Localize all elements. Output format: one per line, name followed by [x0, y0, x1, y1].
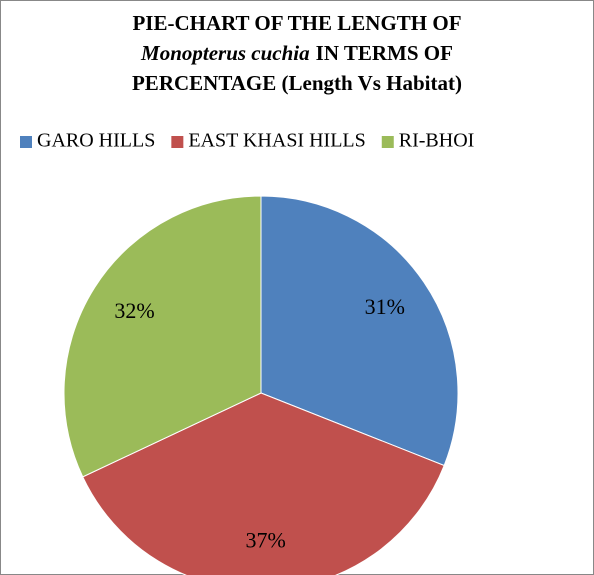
legend-swatch — [20, 136, 32, 148]
legend: GARO HILLS EAST KHASI HILLS RI-BHOI — [20, 130, 474, 152]
pie-slice — [63, 195, 262, 478]
chart-title: PIE-CHART OF THE LENGTH OF — [132, 11, 461, 35]
chart-title: Monopterus cuchia IN TERMS OF — [140, 41, 453, 65]
legend-swatch — [381, 136, 394, 148]
data-label: 37% — [246, 528, 286, 553]
pie-slice — [82, 392, 445, 575]
data-label: 31% — [365, 294, 405, 319]
pie-slice — [260, 195, 459, 467]
legend-label: EAST KHASI HILLS — [188, 130, 365, 152]
legend-label: RI-BHOI — [399, 130, 475, 152]
chart-title: PERCENTAGE (Length Vs Habitat) — [132, 71, 462, 95]
chart-title-species: Monopterus cuchia — [140, 41, 310, 65]
legend-label: GARO HILLS — [37, 130, 155, 152]
legend-swatch — [171, 136, 184, 148]
chart-title: IN TERMS OF — [316, 41, 453, 65]
pie: 31% 37% 32% — [63, 195, 459, 575]
data-label: 32% — [114, 298, 154, 323]
